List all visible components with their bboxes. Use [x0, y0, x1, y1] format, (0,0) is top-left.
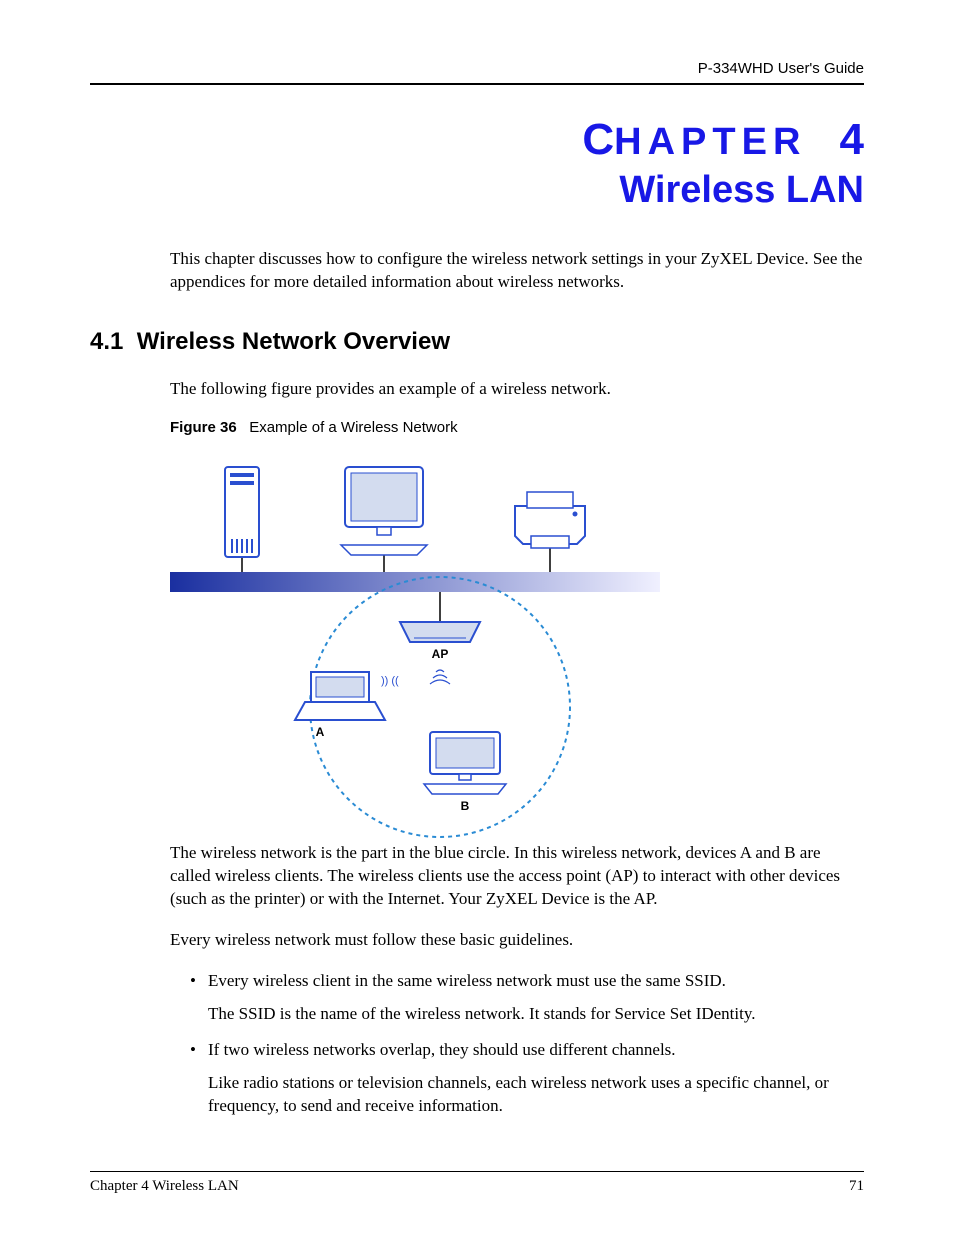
- footer-left: Chapter 4 Wireless LAN: [90, 1178, 239, 1195]
- figure-diagram: AP A )) (( B: [170, 442, 660, 842]
- figure-caption-text: Example of a Wireless Network: [249, 419, 457, 436]
- bullet-text: If two wireless networks overlap, they s…: [208, 1040, 676, 1059]
- body-after-figure: The wireless network is the part in the …: [170, 842, 864, 911]
- chapter-title: Wireless LAN: [90, 169, 864, 212]
- section-title: Wireless Network Overview: [137, 328, 450, 355]
- header-rule: [90, 83, 864, 85]
- bullet-sub: The SSID is the name of the wireless net…: [208, 1003, 864, 1026]
- list-item: Every wireless client in the same wirele…: [190, 970, 864, 993]
- kicker-rest-1: HAPTER: [614, 121, 806, 163]
- chapter-kicker: CHAPTER 4: [90, 115, 864, 165]
- footer-right: 71: [849, 1178, 864, 1195]
- svg-text:B: B: [461, 799, 470, 813]
- intro-paragraph: This chapter discusses how to configure …: [170, 248, 864, 294]
- svg-text:)) ((: )) ((: [381, 675, 399, 687]
- running-header: P-334WHD User's Guide: [90, 60, 864, 77]
- page-footer: Chapter 4 Wireless LAN 71: [90, 1171, 864, 1195]
- bullet-text: Every wireless client in the same wirele…: [208, 971, 726, 990]
- kicker-initial: C: [582, 115, 614, 164]
- guidelines-intro: Every wireless network must follow these…: [170, 929, 864, 952]
- section-heading: 4.1 Wireless Network Overview: [90, 328, 864, 356]
- svg-text:AP: AP: [432, 647, 449, 661]
- guidelines-list: Every wireless client in the same wirele…: [190, 970, 864, 993]
- chapter-number: 4: [840, 115, 864, 164]
- bullet-sub: Like radio stations or television channe…: [208, 1072, 864, 1118]
- list-item: If two wireless networks overlap, they s…: [190, 1039, 864, 1062]
- figure-caption: Figure 36 Example of a Wireless Network: [170, 419, 864, 436]
- svg-text:A: A: [316, 725, 325, 739]
- section-number: 4.1: [90, 328, 123, 355]
- figure-label: Figure 36: [170, 419, 237, 436]
- section-lead-in: The following figure provides an example…: [170, 378, 864, 401]
- chapter-heading: CHAPTER 4 Wireless LAN: [90, 115, 864, 212]
- footer-rule: [90, 1171, 864, 1172]
- guidelines-list: If two wireless networks overlap, they s…: [190, 1039, 864, 1062]
